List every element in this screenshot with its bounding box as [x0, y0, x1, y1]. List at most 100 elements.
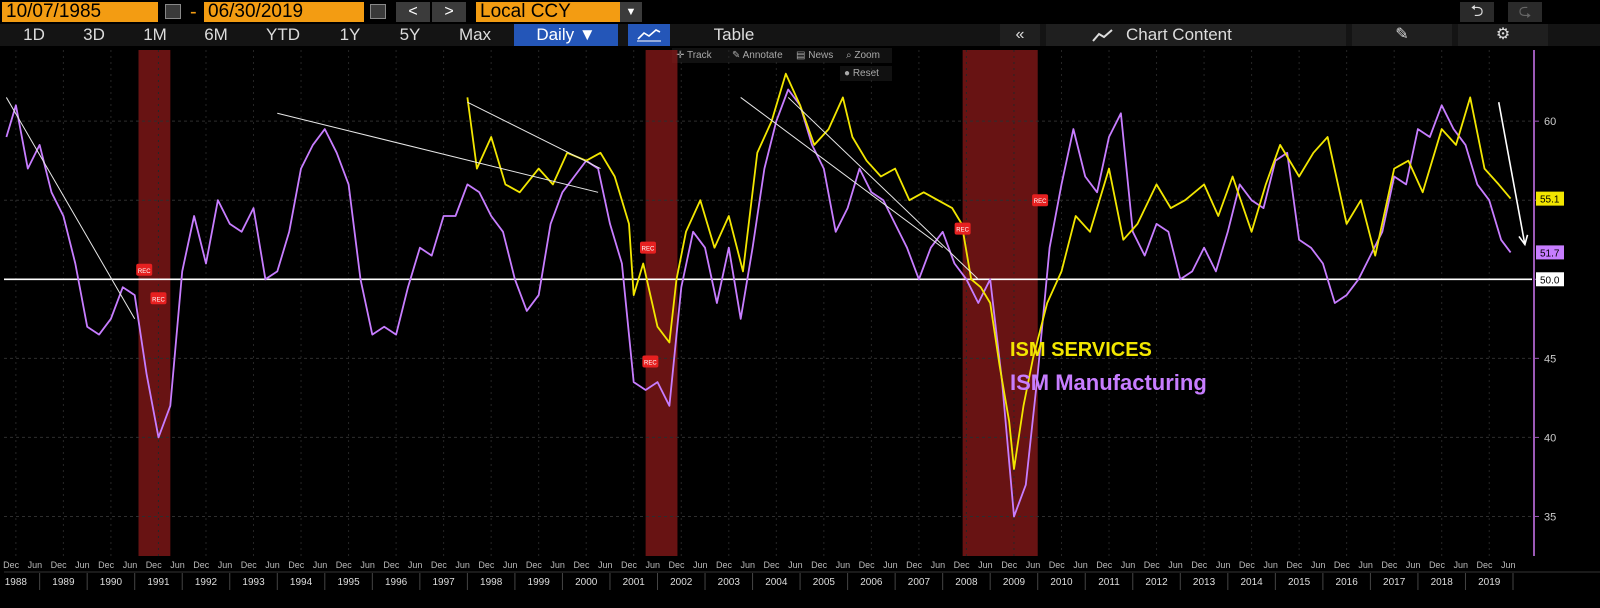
rec-marker-label: REC: [152, 297, 165, 303]
month-tick-label: Jun: [788, 560, 803, 570]
month-tick-label: Dec: [1239, 560, 1256, 570]
year-label: 2006: [860, 577, 883, 588]
month-tick-label: Jun: [883, 560, 898, 570]
timeframe-1y[interactable]: 1Y: [339, 25, 361, 44]
month-tick-label: Jun: [836, 560, 851, 570]
month-tick-label: Jun: [931, 560, 946, 570]
month-tick-label: Jun: [978, 560, 993, 570]
zoom-button[interactable]: ⌕ Zoom: [842, 48, 892, 63]
month-tick-label: Dec: [859, 560, 876, 570]
timeframe-max[interactable]: Max: [458, 25, 492, 44]
month-tick-label: Dec: [1049, 560, 1066, 570]
series-line: [5, 88, 1512, 518]
timeframe-1m[interactable]: 1M: [143, 25, 167, 44]
recession-band: [645, 50, 678, 556]
month-tick-label: Jun: [1406, 560, 1421, 570]
chart-content-label: Chart Content: [1126, 25, 1232, 44]
start-date-field[interactable]: 10/07/1985: [2, 2, 158, 22]
table-button[interactable]: Table: [713, 25, 755, 44]
month-tick-label: Jun: [1216, 560, 1231, 570]
month-tick-label: Dec: [764, 560, 781, 570]
year-label: 1997: [433, 577, 456, 588]
y-tick-label: 40: [1544, 432, 1556, 444]
down-arrow: [1497, 102, 1526, 245]
timeframe-3d[interactable]: 3D: [83, 25, 105, 44]
month-tick-label: Jun: [503, 560, 518, 570]
year-label: 2015: [1288, 577, 1311, 588]
track-label: Track: [686, 50, 712, 61]
month-tick-label: Jun: [1073, 560, 1088, 570]
month-tick-label: Dec: [3, 560, 20, 570]
year-label: 2019: [1478, 577, 1501, 588]
y-tick-label: 45: [1544, 353, 1556, 365]
track-button[interactable]: ✛ Track: [672, 48, 728, 63]
month-tick-label: Dec: [146, 560, 163, 570]
month-tick-label: Dec: [193, 560, 210, 570]
series-line: [466, 72, 1512, 470]
grid: [4, 50, 1532, 556]
chevron-down-icon[interactable]: ▼: [620, 2, 642, 22]
month-tick-label: Dec: [51, 560, 68, 570]
currency-select[interactable]: Local CCY: [476, 2, 620, 22]
chart-icon: [1092, 29, 1113, 42]
frequency-select[interactable]: Daily ▼: [514, 24, 618, 46]
month-tick-label: Jun: [408, 560, 423, 570]
month-tick-label: Jun: [265, 560, 280, 570]
edit-icon[interactable]: ✎: [1352, 24, 1452, 46]
year-label: 2002: [670, 577, 693, 588]
month-tick-label: Jun: [1311, 560, 1326, 570]
collapse-icon[interactable]: «: [1000, 24, 1040, 46]
gear-icon[interactable]: ⚙: [1458, 24, 1548, 46]
news-label: News: [808, 50, 834, 61]
last-value-label: 55.1: [1540, 195, 1560, 206]
year-label: 2016: [1336, 577, 1359, 588]
month-tick-label: Dec: [1286, 560, 1303, 570]
month-tick-label: Jun: [1501, 560, 1516, 570]
timeframe-6m[interactable]: 6M: [204, 25, 228, 44]
chevron-down-icon: ▼: [578, 25, 596, 44]
trendline: [277, 112, 599, 193]
trendline: [787, 97, 979, 280]
calendar-icon[interactable]: [165, 4, 181, 19]
timeframe-ytd[interactable]: YTD: [266, 25, 300, 44]
timeframe-5y[interactable]: 5Y: [399, 25, 421, 44]
line-chart-icon[interactable]: [628, 24, 670, 46]
legend: ISM SERVICES ISM Manufacturing: [1010, 339, 1207, 395]
year-label: 2004: [765, 577, 788, 588]
redo-icon[interactable]: ⮎: [1508, 2, 1542, 22]
trendline: [740, 97, 943, 249]
month-tick-label: Dec: [478, 560, 495, 570]
rec-marker-label: REC: [1034, 199, 1047, 205]
next-button[interactable]: >: [432, 2, 466, 22]
year-label: 1989: [52, 577, 75, 588]
timeframe-1d[interactable]: 1D: [23, 25, 45, 44]
year-label: 1995: [337, 577, 360, 588]
annotate-label: Annotate: [742, 50, 783, 61]
trendline: [467, 101, 601, 170]
rec-marker-label: REC: [956, 228, 969, 234]
news-button[interactable]: ▤ News: [792, 48, 842, 63]
month-tick-label: Dec: [1001, 560, 1018, 570]
year-label: 2000: [575, 577, 598, 588]
undo-icon[interactable]: ⮌: [1460, 2, 1494, 22]
y-tick-label: 60: [1544, 116, 1556, 128]
reset-button[interactable]: ● Reset: [840, 66, 892, 81]
year-label: 2008: [955, 577, 978, 588]
top-toolbar: 10/07/1985 - 06/30/2019 < > Local CCY ▼ …: [0, 0, 1600, 24]
year-label: 1999: [528, 577, 551, 588]
month-tick-label: Dec: [383, 560, 400, 570]
end-date-field[interactable]: 06/30/2019: [204, 2, 364, 22]
month-tick-label: Dec: [1381, 560, 1398, 570]
prev-button[interactable]: <: [396, 2, 430, 22]
zoom-label: Zoom: [854, 50, 880, 61]
year-label: 1993: [242, 577, 265, 588]
rec-marker: [954, 222, 971, 235]
month-tick-label: Jun: [1026, 560, 1041, 570]
rec-marker-label: REC: [138, 269, 151, 275]
chart-content-button[interactable]: Chart Content: [1046, 24, 1346, 46]
month-tick-label: Jun: [218, 560, 233, 570]
calendar-icon[interactable]: [370, 4, 386, 19]
rec-marker: [639, 241, 656, 254]
year-label: 2014: [1240, 577, 1263, 588]
